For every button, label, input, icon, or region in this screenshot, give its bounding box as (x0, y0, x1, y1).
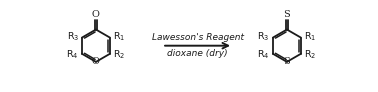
Text: R$_2$: R$_2$ (113, 48, 125, 61)
Text: R$_1$: R$_1$ (113, 31, 125, 43)
Text: R$_2$: R$_2$ (304, 48, 316, 61)
Text: S: S (284, 10, 290, 19)
Text: dioxane (dry): dioxane (dry) (167, 49, 228, 58)
Text: R$_3$: R$_3$ (257, 31, 270, 43)
Text: O: O (92, 57, 100, 66)
Text: S: S (284, 57, 290, 66)
Text: R$_4$: R$_4$ (67, 48, 79, 61)
Text: O: O (92, 10, 100, 19)
Text: R$_3$: R$_3$ (67, 31, 79, 43)
Text: Lawesson's Reagent: Lawesson's Reagent (152, 33, 243, 42)
Text: R$_1$: R$_1$ (304, 31, 316, 43)
Text: R$_4$: R$_4$ (257, 48, 270, 61)
